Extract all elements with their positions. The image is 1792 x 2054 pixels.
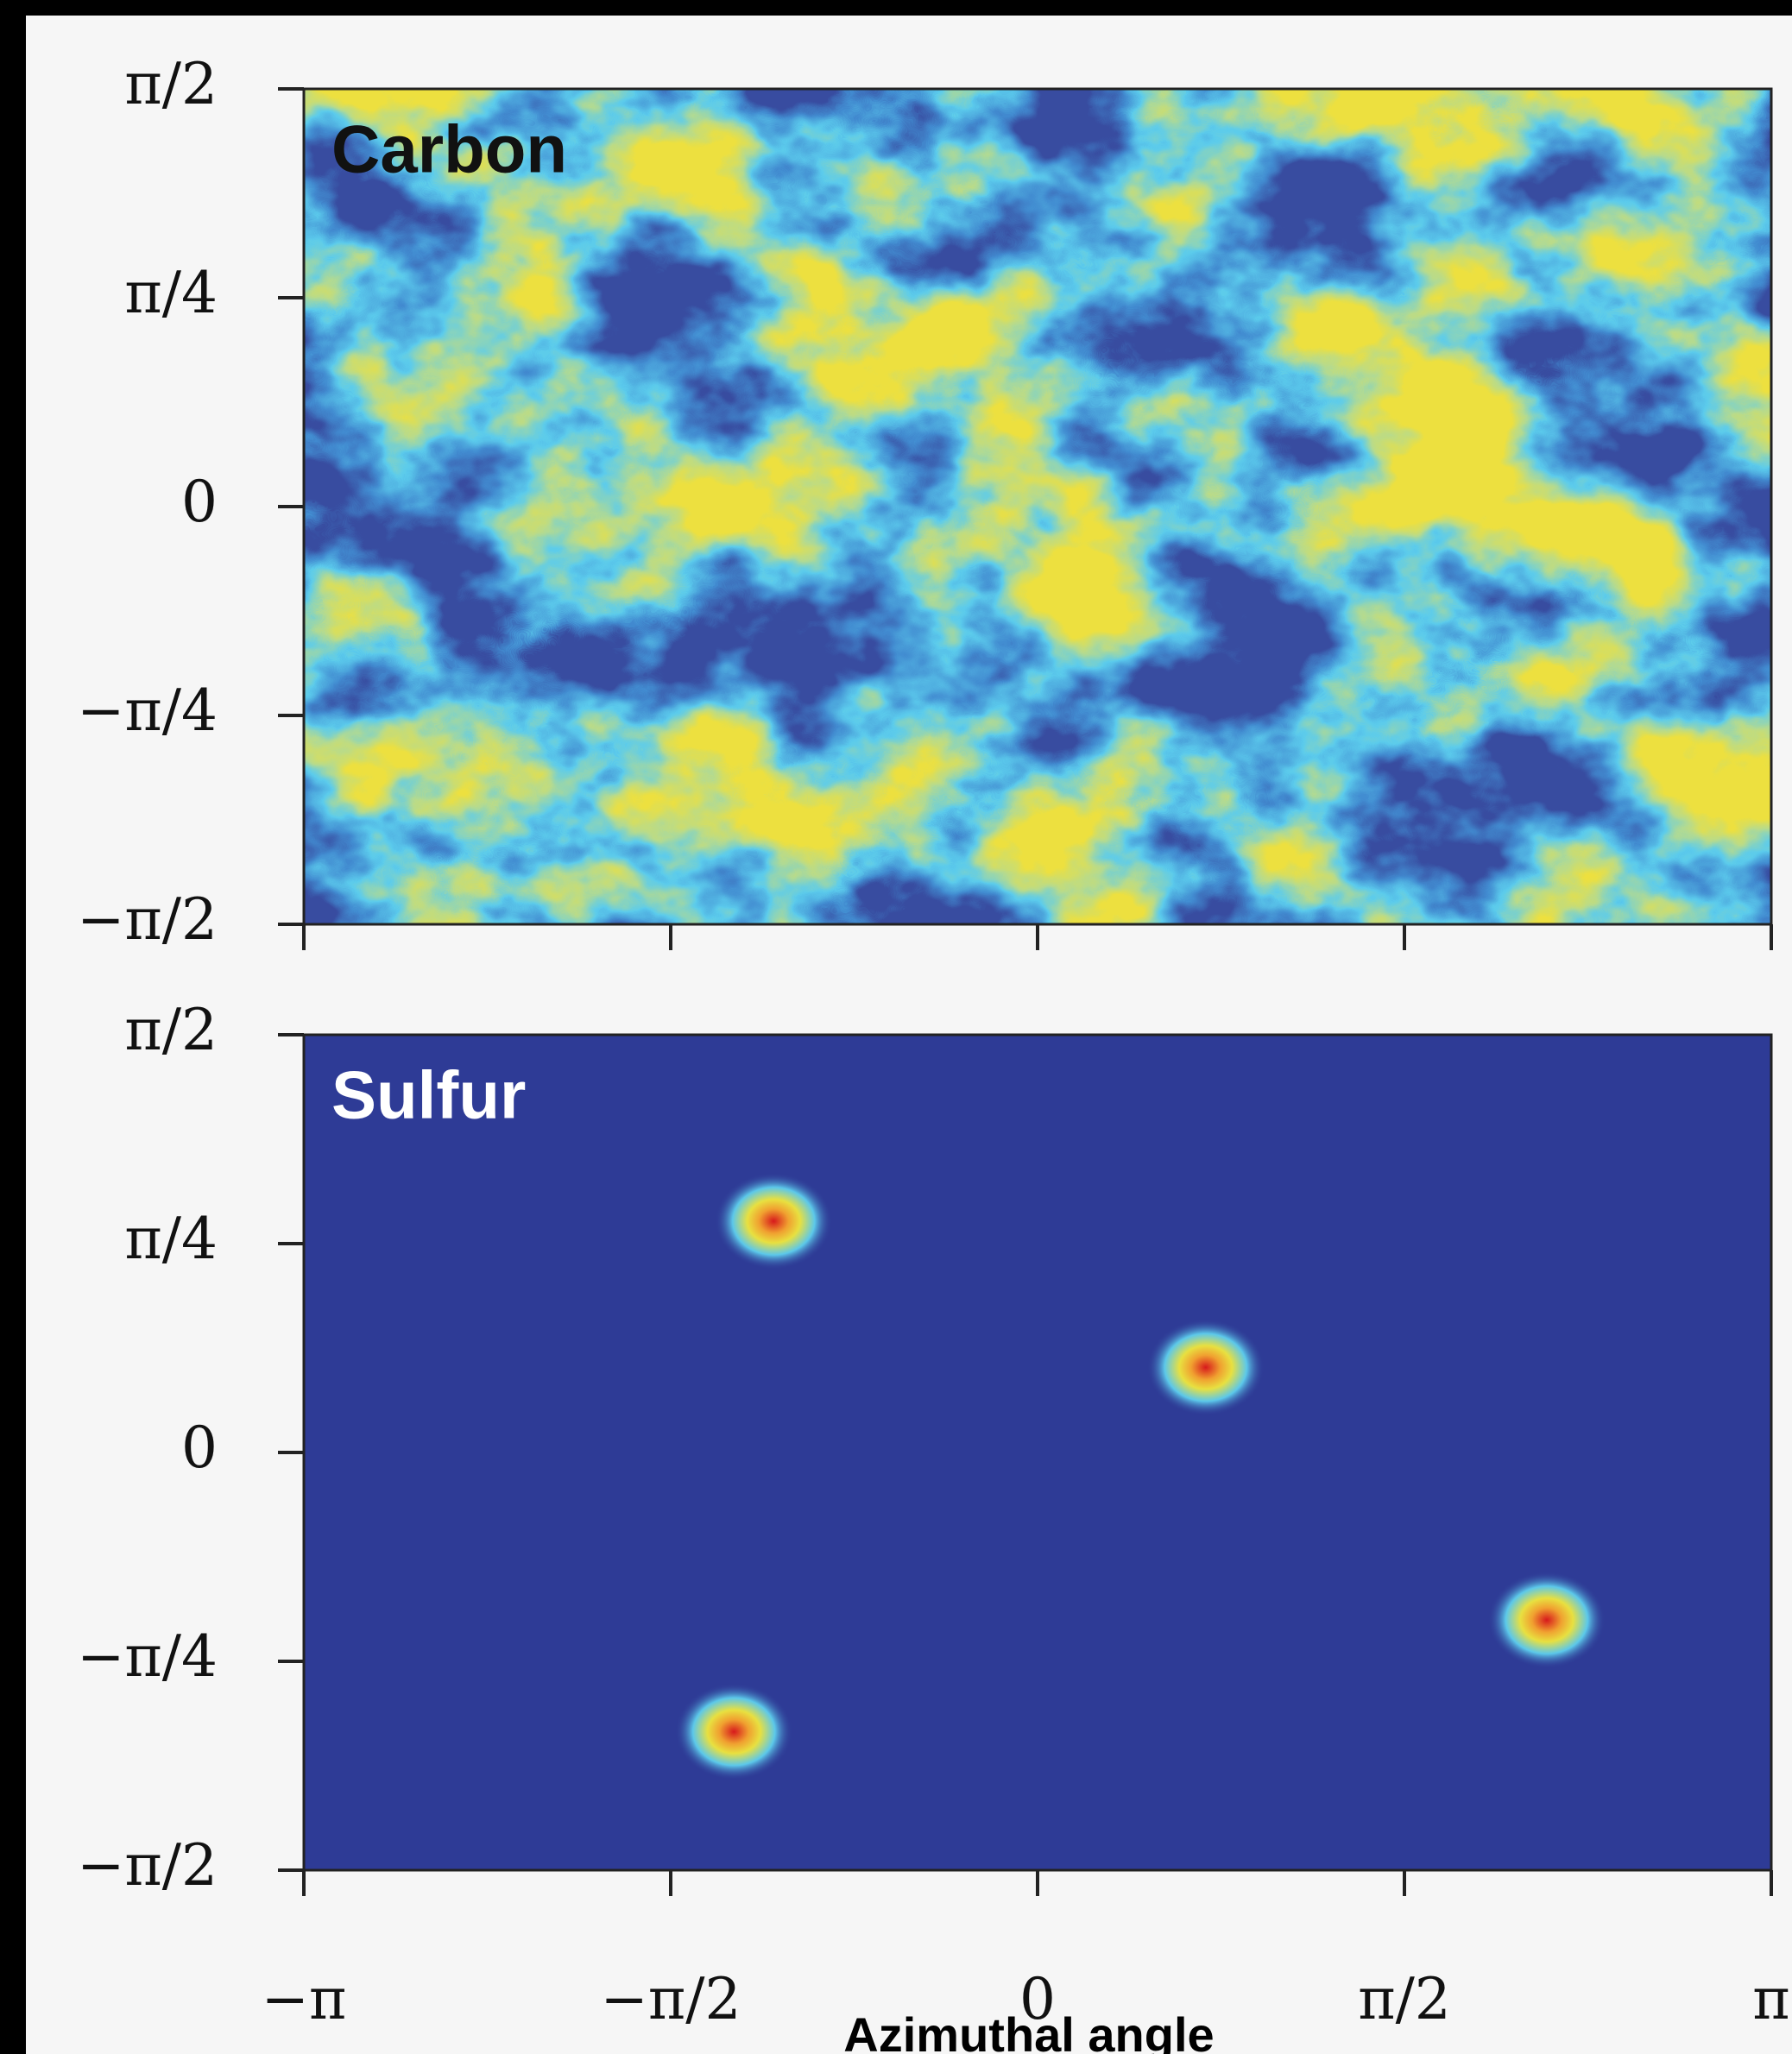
x-tick-label: 0 [1019,1966,1056,2032]
x-tick-label: π [1752,1966,1789,2032]
y-tick-label: −π/2 [77,1832,218,1899]
y-tick-label: 0 [181,469,218,535]
y-tick-label: π/2 [124,51,218,117]
y-tick-label: −π/2 [77,886,218,953]
heatmap-texture [304,89,1771,924]
x-tick-label: −π/2 [601,1966,741,2032]
y-tick-label: −π/4 [77,677,218,744]
hotspot [675,1683,793,1780]
hotspot [1146,1319,1265,1416]
x-axis-label: Azimuthal angle [843,2007,1214,2054]
hotspot [715,1172,833,1270]
heatmap-background [304,1035,1771,1870]
hotspot [1487,1572,1606,1669]
x-tick-label: −π [262,1966,347,2032]
y-tick-label: π/2 [124,997,218,1063]
panel-title: Carbon [331,111,567,187]
y-tick-label: π/4 [124,1206,218,1272]
panel-title: Sulfur [331,1057,526,1133]
y-tick-label: 0 [181,1414,218,1481]
x-tick-label: π/2 [1358,1966,1451,2032]
y-tick-label: π/4 [124,260,218,326]
y-tick-label: −π/4 [77,1623,218,1690]
